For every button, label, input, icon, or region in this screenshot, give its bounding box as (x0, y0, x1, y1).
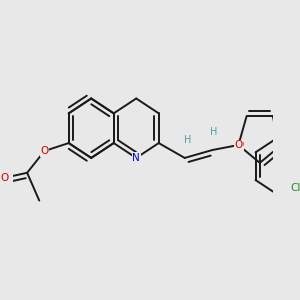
Text: O: O (234, 140, 242, 150)
Text: Cl: Cl (291, 183, 300, 193)
Text: O: O (40, 146, 49, 156)
Text: O: O (235, 140, 243, 150)
Text: N: N (132, 153, 140, 163)
Text: H: H (211, 127, 218, 137)
Text: H: H (184, 135, 191, 145)
Text: O: O (1, 173, 9, 183)
